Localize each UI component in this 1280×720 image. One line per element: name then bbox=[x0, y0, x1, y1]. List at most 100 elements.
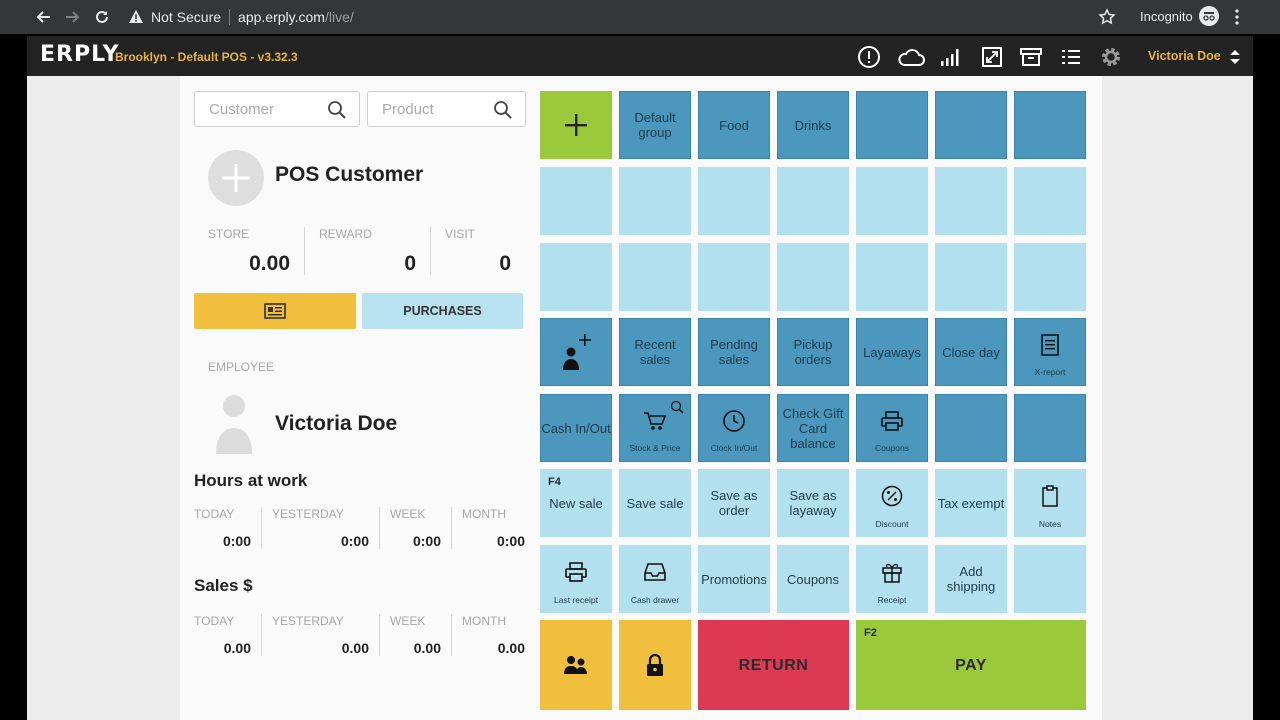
header-user-name[interactable]: Victoria Doe bbox=[1148, 49, 1221, 63]
customer-search[interactable]: Customer bbox=[194, 91, 360, 127]
store-title: Brooklyn - Default POS - v3.32.3 bbox=[115, 50, 298, 64]
recent-sales-button[interactable]: Recent sales bbox=[619, 318, 691, 386]
hours-month-value: 0:00 bbox=[496, 533, 525, 549]
alert-icon[interactable] bbox=[857, 45, 881, 69]
x-report-button[interactable]: X-report bbox=[1014, 318, 1086, 386]
empty-product-tile[interactable] bbox=[619, 243, 691, 311]
add-customer-button[interactable] bbox=[208, 150, 264, 206]
empty-product-tile[interactable] bbox=[540, 167, 612, 235]
customer-card-button[interactable] bbox=[194, 293, 356, 329]
sales-yesterday-value: 0.00 bbox=[341, 640, 369, 656]
empty-product-tile[interactable] bbox=[777, 243, 849, 311]
reload-icon[interactable] bbox=[92, 7, 112, 27]
search-icon[interactable] bbox=[493, 100, 513, 120]
incognito-icon[interactable] bbox=[1199, 6, 1219, 26]
security-label: Not Secure bbox=[151, 9, 222, 25]
list-icon[interactable] bbox=[1059, 45, 1083, 69]
empty-function-tile[interactable] bbox=[1014, 545, 1086, 613]
f4-shortcut-label: F4 bbox=[548, 476, 561, 488]
pending-sales-button[interactable]: Pending sales bbox=[698, 318, 770, 386]
browser-menu-icon[interactable] bbox=[1232, 8, 1242, 26]
layaways-button[interactable]: Layaways bbox=[856, 318, 928, 386]
food-button[interactable]: Food bbox=[698, 91, 770, 159]
return-button[interactable]: RETURN bbox=[698, 620, 849, 710]
store-label: STORE bbox=[208, 227, 250, 241]
clock-inout-button[interactable]: Clock In/Out bbox=[698, 394, 770, 462]
clock-icon bbox=[723, 410, 745, 432]
empty-product-tile[interactable] bbox=[698, 167, 770, 235]
empty-product-tile[interactable] bbox=[856, 167, 928, 235]
pay-button[interactable]: F2 PAY bbox=[856, 620, 1086, 710]
tax-exempt-button[interactable]: Tax exempt bbox=[935, 469, 1007, 537]
empty-product-tile[interactable] bbox=[1014, 167, 1086, 235]
cloud-icon[interactable] bbox=[897, 45, 925, 69]
search-icon bbox=[670, 400, 684, 414]
last-receipt-button[interactable]: Last receipt bbox=[540, 545, 612, 613]
bookmark-star-icon[interactable] bbox=[1098, 8, 1116, 26]
notes-label: Notes bbox=[1038, 519, 1062, 529]
empty-function-tile[interactable] bbox=[935, 394, 1007, 462]
search-icon[interactable] bbox=[327, 100, 347, 120]
save-as-order-button[interactable]: Save as order bbox=[698, 469, 770, 537]
empty-product-tile[interactable] bbox=[698, 243, 770, 311]
empty-group-tile[interactable] bbox=[935, 91, 1007, 159]
product-search[interactable]: Product bbox=[367, 91, 526, 127]
user-menu-caret-icon[interactable] bbox=[1229, 48, 1241, 66]
add-shipping-button[interactable]: Add shipping bbox=[935, 545, 1007, 613]
stat-divider bbox=[451, 507, 452, 549]
empty-function-tile[interactable] bbox=[1014, 394, 1086, 462]
stat-divider bbox=[261, 507, 262, 549]
empty-product-tile[interactable] bbox=[935, 243, 1007, 311]
erply-logo[interactable]: ERPLY bbox=[40, 42, 120, 67]
gear-icon[interactable] bbox=[1099, 45, 1123, 69]
empty-group-tile[interactable] bbox=[856, 91, 928, 159]
purchases-button[interactable]: PURCHASES bbox=[362, 293, 523, 329]
empty-group-tile[interactable] bbox=[1014, 91, 1086, 159]
resize-icon[interactable] bbox=[980, 45, 1004, 69]
empty-product-tile[interactable] bbox=[619, 167, 691, 235]
promotions-button[interactable]: Promotions bbox=[698, 545, 770, 613]
reward-label: REWARD bbox=[319, 227, 372, 241]
cash-drawer-button[interactable]: Cash drawer bbox=[619, 545, 691, 613]
printer-icon bbox=[565, 562, 587, 582]
printer-icon bbox=[881, 411, 903, 431]
new-sale-button[interactable]: F4 New sale bbox=[540, 469, 612, 537]
coupons-button[interactable]: Coupons bbox=[777, 545, 849, 613]
forward-icon[interactable] bbox=[62, 7, 82, 27]
archive-icon[interactable] bbox=[1019, 45, 1043, 69]
stock-price-button[interactable]: Stock & Price bbox=[619, 394, 691, 462]
empty-product-tile[interactable] bbox=[1014, 243, 1086, 311]
empty-product-tile[interactable] bbox=[935, 167, 1007, 235]
customers-button[interactable] bbox=[540, 620, 612, 710]
stat-divider bbox=[379, 614, 380, 656]
incognito-label: Incognito bbox=[1140, 9, 1193, 24]
address-bar[interactable]: Not Secure app.erply.com/live/ bbox=[128, 6, 354, 28]
drinks-button[interactable]: Drinks bbox=[777, 91, 849, 159]
close-day-button[interactable]: Close day bbox=[935, 318, 1007, 386]
url-host: app.erply.com bbox=[238, 9, 325, 25]
sales-yesterday-label: YESTERDAY bbox=[272, 614, 344, 628]
notes-button[interactable]: Notes bbox=[1014, 469, 1086, 537]
gift-icon bbox=[882, 563, 902, 583]
tray-icon bbox=[644, 563, 666, 581]
signal-icon[interactable] bbox=[939, 45, 963, 69]
clipboard-icon bbox=[1042, 485, 1058, 507]
save-as-layaway-button[interactable]: Save as layaway bbox=[777, 469, 849, 537]
default-group-button[interactable]: Default group bbox=[619, 91, 691, 159]
coupons-print-button[interactable]: Coupons bbox=[856, 394, 928, 462]
cash-inout-button[interactable]: Cash In/Out bbox=[540, 394, 612, 462]
empty-product-tile[interactable] bbox=[540, 243, 612, 311]
discount-button[interactable]: Discount bbox=[856, 469, 928, 537]
return-label: RETURN bbox=[738, 656, 809, 674]
empty-product-tile[interactable] bbox=[777, 167, 849, 235]
add-product-button[interactable] bbox=[540, 91, 612, 159]
lock-button[interactable] bbox=[619, 620, 691, 710]
main-content: Customer Product POS Customer STORE 0.00… bbox=[27, 76, 1253, 720]
add-customer-tile[interactable] bbox=[540, 318, 612, 386]
pickup-orders-button[interactable]: Pickup orders bbox=[777, 318, 849, 386]
save-sale-button[interactable]: Save sale bbox=[619, 469, 691, 537]
back-icon[interactable] bbox=[34, 7, 54, 27]
gift-receipt-button[interactable]: Receipt bbox=[856, 545, 928, 613]
check-gift-card-button[interactable]: Check Gift Card balance bbox=[777, 394, 849, 462]
empty-product-tile[interactable] bbox=[856, 243, 928, 311]
